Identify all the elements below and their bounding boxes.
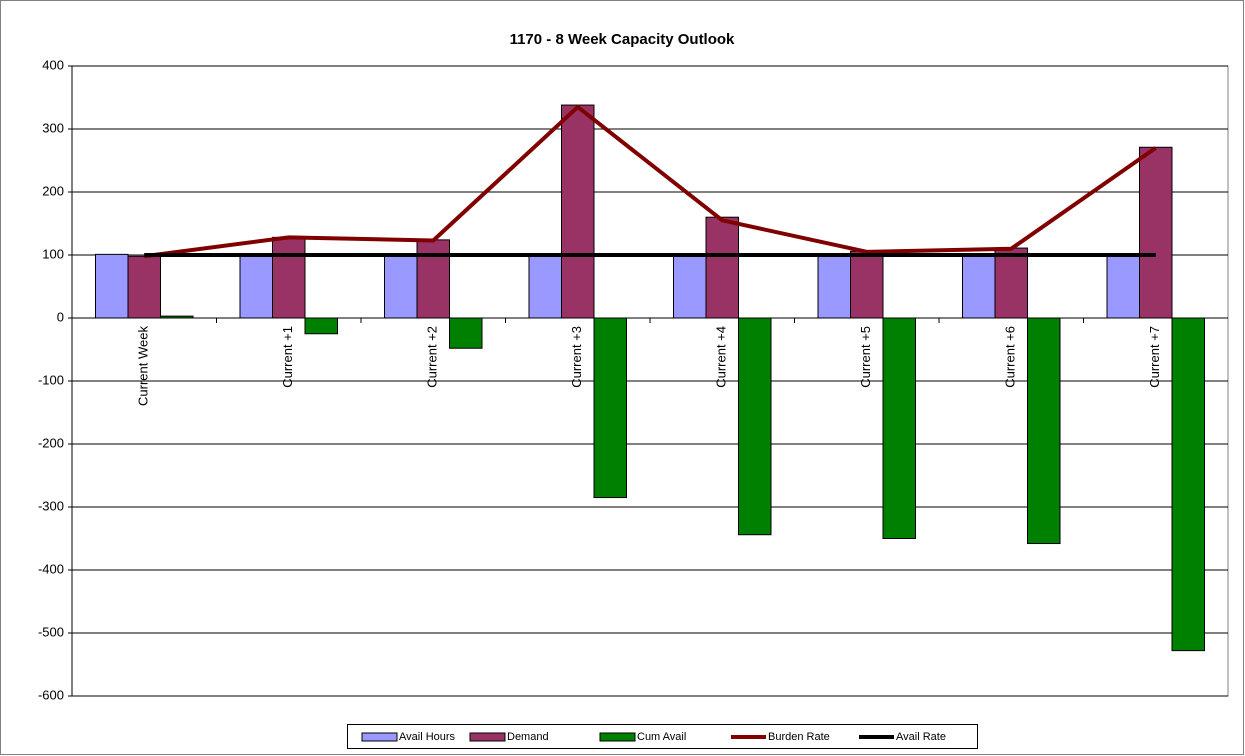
x-tick-label: Current +7: [1147, 326, 1162, 388]
chart-title: 1170 - 8 Week Capacity Outlook: [510, 31, 735, 48]
bar: [449, 317, 483, 349]
y-tick-label: -500: [38, 624, 64, 639]
line-series: [143, 104, 1157, 259]
bar: [95, 253, 129, 319]
bar: [384, 254, 418, 319]
y-tick-label: 100: [42, 246, 64, 261]
y-tick-label: -400: [38, 561, 64, 576]
legend-label: Burden Rate: [768, 731, 830, 743]
y-tick-label: -300: [38, 498, 64, 513]
legend-label: Demand: [507, 731, 549, 743]
legend-swatch: [361, 732, 398, 742]
x-tick-label: Current +6: [1003, 326, 1018, 388]
x-tick-label: Current +1: [280, 326, 295, 388]
bar: [817, 254, 851, 319]
bar: [1027, 317, 1061, 545]
bar: [593, 317, 627, 499]
bar: [239, 254, 273, 319]
legend-label: Cum Avail: [637, 731, 686, 743]
legend-label: Avail Hours: [399, 731, 456, 743]
bar: [272, 236, 306, 319]
bar: [1106, 254, 1140, 319]
bar: [882, 317, 916, 539]
legend-swatch: [599, 732, 636, 742]
y-tick-label: 300: [42, 120, 64, 135]
bar: [1139, 146, 1173, 319]
y-tick-label: 200: [42, 183, 64, 198]
bar: [738, 317, 772, 536]
x-tick-label: Current Week: [136, 326, 151, 406]
bar: [160, 315, 194, 319]
x-tick-label: Current +2: [425, 326, 440, 388]
y-tick-label: -200: [38, 435, 64, 450]
y-tick-label: -100: [38, 372, 64, 387]
bar: [127, 255, 161, 319]
bar: [561, 104, 595, 319]
bar: [705, 216, 739, 319]
x-tick-label: Current +5: [858, 326, 873, 388]
bar: [528, 254, 562, 319]
bar: [962, 254, 996, 319]
bar: [416, 239, 450, 319]
bar: [304, 317, 338, 335]
y-tick-label: -600: [38, 687, 64, 702]
y-tick-label: 0: [57, 309, 64, 324]
bar: [1171, 317, 1205, 652]
legend-swatch: [469, 732, 506, 742]
x-tick-label: Current +3: [569, 326, 584, 388]
x-tick-label: Current +4: [714, 326, 729, 388]
bar: [850, 250, 884, 319]
y-tick-label: 400: [42, 57, 64, 72]
bar: [673, 254, 707, 319]
legend-label: Avail Rate: [896, 731, 946, 743]
bar: [994, 247, 1028, 319]
